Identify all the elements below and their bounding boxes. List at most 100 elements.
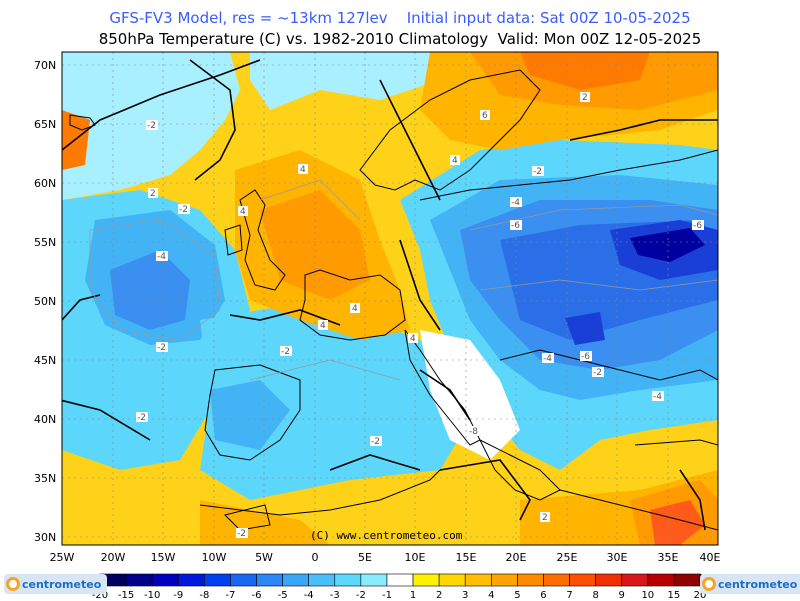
svg-text:6: 6 [482,111,488,121]
contour-label: -2 [236,528,248,539]
contour-label: -2 [156,342,168,353]
colorbar-swatch [360,573,388,587]
colorbar-swatch [308,573,336,587]
colorbar-tick-label: -5 [277,590,288,601]
lon-label: 30E [607,551,628,564]
lon-label: 20E [506,551,527,564]
svg-text:-8: -8 [469,427,478,437]
colorbar-swatch [438,573,466,587]
lon-label: 10W [202,551,227,564]
svg-text:-4: -4 [157,252,166,262]
colorbar-swatch [491,573,518,587]
svg-text:-2: -2 [281,347,290,357]
lon-label: 0 [312,551,319,564]
colorbar-tick-label: 1 [409,590,417,601]
colorbar-swatch [647,573,675,587]
color-swatches [85,573,715,587]
latitude-labels: 70N 65N 60N 55N 50N 45N 40N 35N 30N [34,59,56,544]
contour-label: -6 [510,220,522,231]
svg-text:-2: -2 [179,205,188,215]
lat-label: 40N [34,413,56,426]
colorbar-swatch [412,573,440,587]
svg-text:-2: -2 [147,121,156,131]
lon-label: 25E [557,551,578,564]
svg-text:4: 4 [320,321,326,331]
colorbar-swatch [621,573,649,587]
contour-label: 4 [238,206,248,217]
svg-text:-2: -2 [533,167,542,177]
colorbar-tick-label: 10 [641,590,655,601]
colorbar-tick-label: -1 [381,590,392,601]
contour-label: -4 [652,391,664,402]
colorbar-tick-label: 15 [667,590,681,601]
anomaly-field: -2 -2 -4 -2 -2 -2 -2 -2 -2 4 4 4 4 4 4 2… [62,52,718,545]
svg-text:-4: -4 [653,392,662,402]
lat-label: 60N [34,177,56,190]
contour-label: 2 [540,512,550,523]
centrometeo-logo-left: centrometeo [4,574,108,594]
lat-label: 50N [34,295,56,308]
colorbar-tick-label: 6 [540,590,547,601]
lon-label: 5E [358,551,372,564]
contour-label: 2 [148,188,158,199]
svg-text:2: 2 [150,189,156,199]
lat-label: 45N [34,354,56,367]
colorbar-swatch [282,573,309,587]
colorbar-swatch [334,573,362,587]
logo-sun-icon [702,577,716,591]
colorbar-swatch [569,573,596,587]
svg-text:4: 4 [352,304,358,314]
colorbar-swatch [256,573,283,587]
colorbar-swatch [151,573,179,587]
colorbar-tick-label: -9 [173,590,184,601]
centrometeo-logo-right: centrometeo [700,574,800,594]
lon-label: 10E [405,551,426,564]
svg-text:-6: -6 [693,221,702,231]
lon-label: 15W [151,551,176,564]
colorbar-swatch [464,573,492,587]
svg-text:-6: -6 [511,221,520,231]
zero-contours [62,59,718,531]
contour-labels: -2 -2 -4 -2 -2 -2 -2 -2 -2 4 4 4 4 4 4 2… [136,92,704,539]
svg-text:-2: -2 [593,368,602,378]
colorbar-swatch [204,573,231,587]
lon-label: 5W [255,551,273,564]
contour-label: -2 [146,120,158,131]
colorbar-tick-label: 9 [618,590,625,601]
svg-text:-2: -2 [157,343,166,353]
colorbar-tick-label: 7 [566,590,573,601]
colorbar-tick-label: -20 [91,590,109,601]
svg-text:-2: -2 [237,529,246,539]
lon-label: 15E [456,551,477,564]
lon-label: 35E [658,551,679,564]
colorbar-swatch [595,573,623,587]
contour-label: 4 [450,155,460,166]
contour-label: -2 [592,367,604,378]
lat-label: 65N [34,118,56,131]
longitude-labels: 25W 20W 15W 10W 5W 0 5E 10E 15E 20E 25E … [50,551,721,564]
lat-label: 55N [34,236,56,249]
colorbar-tick-label: -6 [251,590,262,601]
contour-label: -6 [580,351,592,362]
contour-label: -2 [280,346,292,357]
logo-text: centrometeo [718,577,798,591]
colorbar-tick-label: -7 [225,590,236,601]
colorbar-tick-label: 8 [592,590,599,601]
contour-label: 4 [318,320,328,331]
contour-label: -4 [510,197,522,208]
colorbar-tick-label: -2 [355,590,366,601]
contour-label: 4 [350,303,360,314]
colorbar-swatch [125,573,153,587]
contour-label: -2 [178,204,190,215]
contour-label: -2 [370,436,382,447]
contour-label: -8 [468,426,480,437]
lon-label: 20W [101,551,126,564]
lon-label: 25W [50,551,75,564]
contour-label: 4 [298,164,308,175]
svg-text:-6: -6 [581,352,590,362]
logo-sun-icon [6,577,20,591]
colorbar-swatch [386,573,414,587]
colorbar-tick-label: 20 [693,590,707,601]
colorbar-swatch [230,573,257,587]
svg-text:2: 2 [542,513,548,523]
